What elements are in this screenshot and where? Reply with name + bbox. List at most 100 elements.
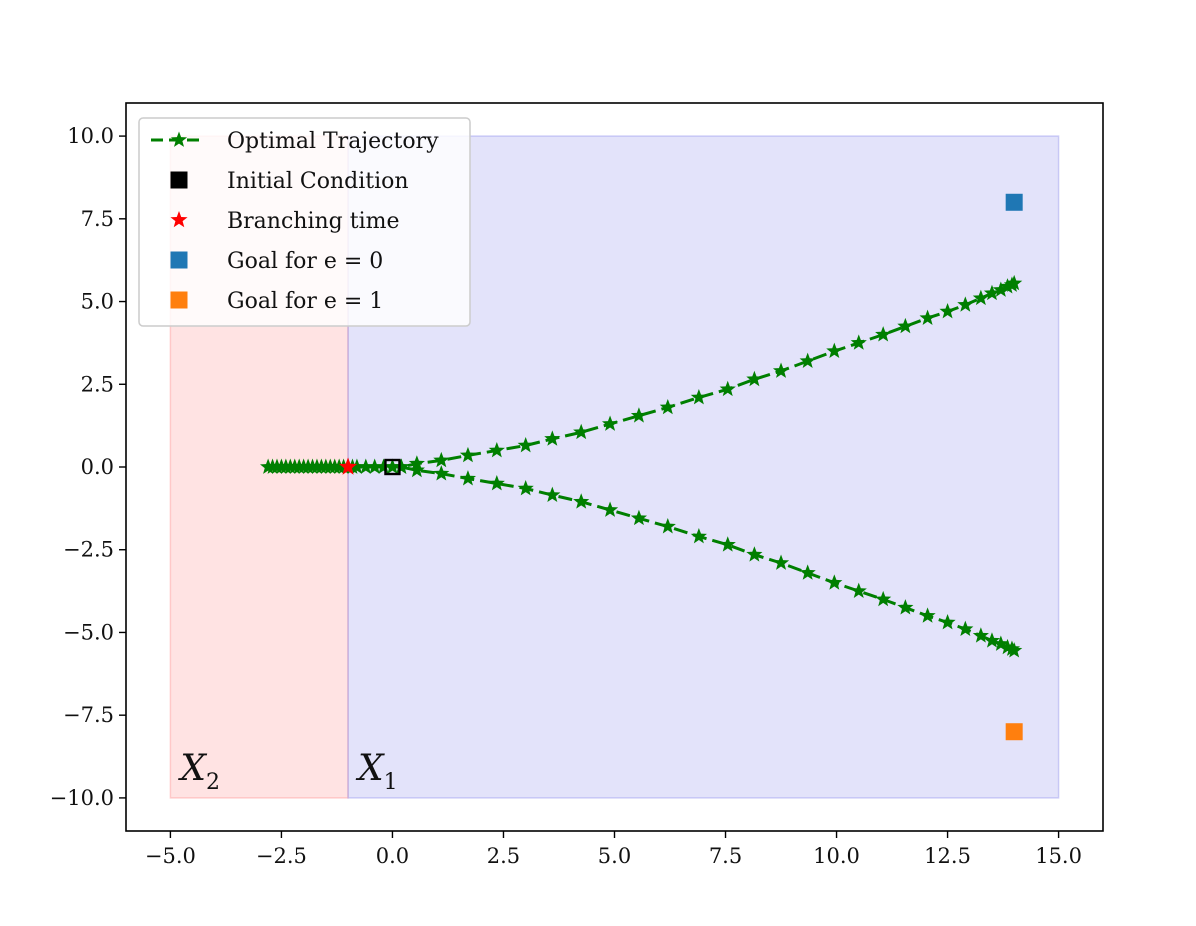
trajectory-point (1006, 274, 1023, 291)
legend-item: Branching time (170, 209, 400, 234)
legend-item: Initial Condition (170, 169, 409, 194)
legend-item: Goal for e = 0 (170, 249, 383, 274)
trajectory-point (690, 527, 707, 544)
legend-label: Goal for e = 1 (227, 289, 383, 314)
trajectory-point (544, 486, 561, 502)
trajectory-point (459, 446, 477, 463)
trajectory-point (690, 389, 707, 405)
trajectory-point (992, 635, 1009, 651)
x-tick-label: 7.5 (709, 844, 742, 868)
trajectory-point (983, 284, 1001, 301)
trajectory-point (939, 614, 956, 630)
y-tick-label: −7.5 (63, 703, 114, 727)
x-tick-label: 5.0 (598, 844, 631, 868)
trajectory-point (957, 620, 974, 637)
trajectory-point (746, 370, 763, 387)
trajectory-point (393, 458, 410, 474)
trajectory-point (488, 441, 505, 458)
trajectory-point (939, 302, 956, 319)
trajectory-point (746, 546, 763, 562)
trajectory-point (992, 281, 1009, 297)
trajectory-point (630, 509, 648, 526)
legend-item: Goal for e = 1 (170, 289, 383, 314)
y-axis: −10.0 −7.5 −5.0 −2.5 0.0 2.5 5.0 7.5 10.0 (50, 124, 126, 810)
x-tick-label: −2.5 (256, 844, 307, 868)
trajectory-point (601, 415, 619, 431)
y-tick-label: 0.0 (81, 455, 114, 479)
trajectory-point (517, 480, 534, 496)
trajectory-point (348, 458, 366, 474)
legend-label: Optimal Trajectory (227, 129, 439, 154)
trajectory-layer (260, 274, 1023, 658)
trajectory-point (919, 309, 936, 325)
initial-condition-marker (384, 458, 401, 476)
trajectory-point (357, 458, 374, 474)
trajectory-point (972, 289, 989, 306)
trajectory-point (772, 362, 790, 378)
goal-marker (1005, 193, 1023, 211)
trajectory-point (719, 536, 736, 552)
y-tick-label: 10.0 (67, 124, 114, 148)
trajectory-point (408, 461, 425, 478)
y-tick-label: 5.0 (81, 290, 114, 314)
x-tick-label: 2.5 (487, 844, 520, 868)
y-tick-label: −5.0 (63, 620, 114, 644)
trajectory-point (850, 582, 867, 598)
trajectory-point (799, 564, 816, 580)
goal-marker (1005, 723, 1023, 741)
trajectory-point (919, 607, 936, 623)
legend-star-swatch (170, 131, 188, 147)
y-tick-label: −10.0 (50, 786, 114, 810)
legend-label: Goal for e = 0 (227, 249, 383, 274)
trajectory-point (659, 398, 676, 415)
x-tick-label: 10.0 (813, 844, 860, 868)
trajectory-point (659, 518, 676, 534)
trajectory-point (630, 407, 648, 423)
trajectory-point (826, 574, 843, 590)
trajectory-point (799, 352, 816, 368)
legend-square-swatch (170, 291, 188, 309)
trajectory-point (601, 501, 619, 517)
x-axis: −5.0 −2.5 0.0 2.5 5.0 7.5 10.0 12.5 15.0 (145, 831, 1082, 868)
trajectory-point (573, 493, 590, 509)
trajectory-point (826, 342, 843, 359)
trajectory-point (719, 380, 736, 397)
markers-layer (339, 193, 1023, 741)
trajectory-point (544, 430, 561, 446)
trajectory-point (897, 599, 914, 615)
legend-item: Optimal Trajectory (151, 129, 439, 154)
legend-square-swatch (170, 251, 188, 269)
y-tick-label: 2.5 (81, 372, 114, 396)
trajectory-point (897, 317, 914, 334)
x-tick-label: 12.5 (924, 844, 971, 868)
trajectory-point (384, 458, 401, 474)
y-tick-label: −2.5 (63, 538, 114, 562)
trajectory-point (772, 554, 790, 570)
trajectory-point (972, 627, 989, 643)
trajectory-point (433, 465, 450, 481)
trajectory-point (983, 632, 1001, 648)
trajectory-point (850, 334, 867, 350)
trajectory-point (375, 458, 392, 474)
trajectory-point (488, 475, 505, 491)
trajectory-point (517, 436, 534, 453)
legend: Optimal Trajectory Initial Condition Branc… (138, 117, 471, 327)
x-tick-label: −5.0 (145, 844, 196, 868)
y-tick-label: 7.5 (81, 207, 114, 231)
trajectory-point (875, 590, 892, 607)
trajectory-point (366, 458, 383, 474)
legend-square-swatch (170, 171, 188, 189)
trajectory-point (459, 470, 477, 486)
legend-label: Initial Condition (227, 169, 409, 194)
trajectory-point (999, 278, 1016, 294)
x-tick-label: 15.0 (1035, 844, 1082, 868)
x-tick-label: 0.0 (376, 844, 409, 868)
trajectory-point (433, 451, 450, 468)
trajectory-point (875, 326, 892, 342)
branching-time-marker (339, 457, 358, 475)
legend-box (138, 117, 471, 327)
legend-star-swatch (170, 211, 188, 228)
trajectory-point (573, 423, 590, 440)
trajectory-point (1006, 642, 1023, 658)
